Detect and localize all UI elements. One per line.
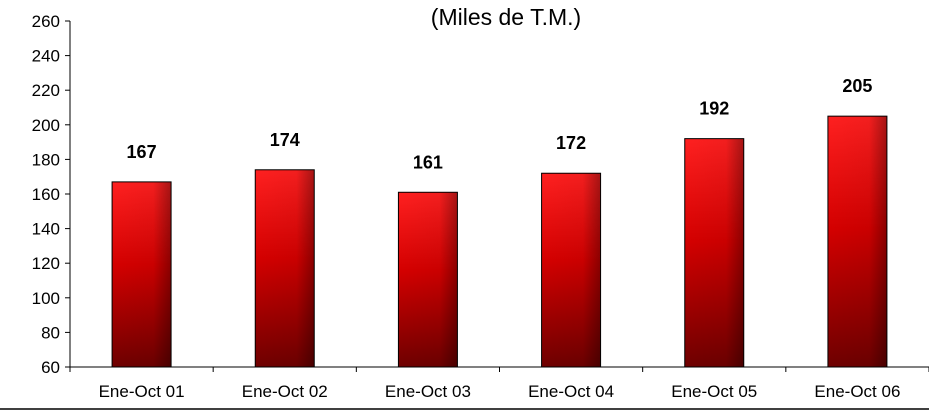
y-tick-label: 240 <box>32 47 60 66</box>
y-axis: 60 80 100 120 140 160 180 200 220 240 260 <box>32 12 71 377</box>
data-label: 167 <box>127 142 157 162</box>
bar-shade <box>112 181 172 367</box>
data-label: 192 <box>699 99 729 119</box>
y-tick-label: 100 <box>32 289 60 308</box>
y-tick-label: 160 <box>32 185 60 204</box>
bar-shade <box>398 192 458 367</box>
x-tick-label: Ene-Oct 03 <box>385 382 471 401</box>
y-tick-label: 80 <box>41 323 60 342</box>
bar-shade <box>255 169 315 367</box>
bar-shade <box>827 116 887 368</box>
bars-group <box>111 115 888 368</box>
x-tick-label: Ene-Oct 06 <box>814 382 900 401</box>
data-label: 172 <box>556 133 586 153</box>
bar-shade <box>541 173 601 367</box>
x-tick-label: Ene-Oct 04 <box>528 382 614 401</box>
data-label: 161 <box>413 152 443 172</box>
x-tick-label: Ene-Oct 05 <box>671 382 757 401</box>
bar-shade <box>684 138 744 367</box>
y-tick-label: 140 <box>32 220 60 239</box>
y-tick-label: 200 <box>32 116 60 135</box>
y-tick-label: 220 <box>32 81 60 100</box>
y-tick-label: 180 <box>32 150 60 169</box>
y-tick-label: 260 <box>32 12 60 31</box>
y-tick-label: 60 <box>41 358 60 377</box>
chart-title: (Miles de T.M.) <box>431 4 581 30</box>
data-label: 174 <box>270 130 300 150</box>
data-label: 205 <box>842 76 872 96</box>
x-tick-label: Ene-Oct 02 <box>242 382 328 401</box>
data-labels-group: 167 174 161 172 192 205 <box>127 76 873 172</box>
x-axis: Ene-Oct 01 Ene-Oct 02 Ene-Oct 03 Ene-Oct 04… <box>0 366 929 410</box>
y-tick-label: 120 <box>32 254 60 273</box>
x-tick-label: Ene-Oct 01 <box>99 382 185 401</box>
